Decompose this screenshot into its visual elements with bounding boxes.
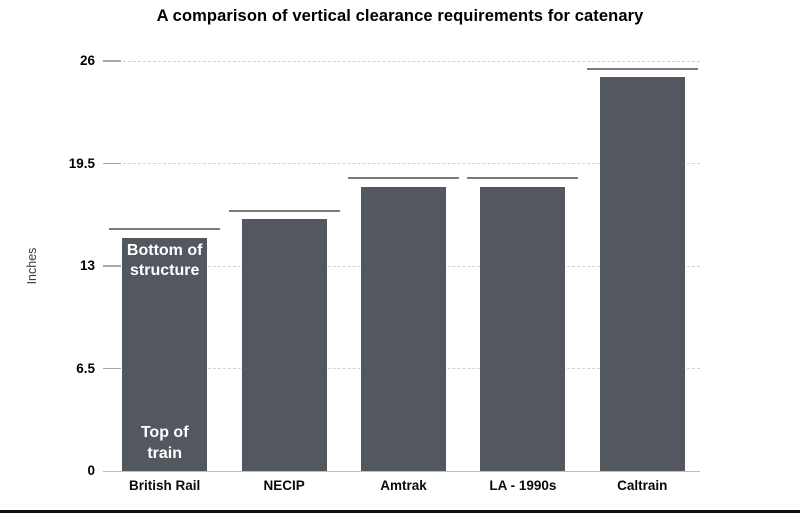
y-tick-label-0: 0: [87, 463, 95, 478]
cap-line-caltrain: [586, 68, 698, 71]
bottom-border-line: [0, 510, 800, 513]
gridline-26: [103, 60, 700, 62]
bar-necip: [241, 218, 327, 471]
y-tick-6-5: [103, 367, 121, 370]
bar-caltrain: [599, 76, 685, 471]
gridline-19-5: [103, 163, 700, 164]
y-axis-labels: 0 6.5 13 19.5 26: [40, 53, 97, 478]
plot-area: Bottom of structure Top of train British R…: [103, 60, 700, 493]
annotation-bottom-of-structure: Bottom of structure: [126, 241, 203, 280]
bar-la-1990s: [480, 187, 566, 471]
x-axis-label-la-1990s: LA - 1990s: [489, 478, 557, 493]
y-tick-26: [103, 60, 121, 62]
y-tick-label-13: 13: [79, 258, 95, 273]
x-axis-label-necip: NECIP: [263, 478, 305, 493]
bar-british-rail: Bottom of structure Top of train: [122, 237, 208, 471]
y-tick-19-5: [103, 162, 121, 165]
y-tick-13: [103, 265, 121, 267]
cap-line-amtrak: [348, 177, 459, 180]
x-axis-label-amtrak: Amtrak: [380, 478, 427, 493]
y-tick-label-19-5: 19.5: [68, 155, 95, 171]
y-tick-label-26: 26: [79, 53, 95, 68]
annotation-top-of-train: Top of train: [140, 424, 189, 462]
x-axis-line: [103, 470, 700, 472]
y-tick-label-6-5: 6.5: [76, 360, 95, 376]
bar-amtrak: [361, 187, 446, 471]
cap-line-british-rail: [109, 227, 221, 230]
y-axis-title: Inches: [25, 247, 39, 285]
cap-line-necip: [228, 210, 340, 213]
x-axis-label-british-rail: British Rail: [129, 478, 201, 493]
cap-line-la-1990s: [467, 177, 579, 180]
chart-title: A comparison of vertical clearance requi…: [156, 7, 644, 25]
x-axis-label-caltrain: Caltrain: [617, 478, 668, 493]
